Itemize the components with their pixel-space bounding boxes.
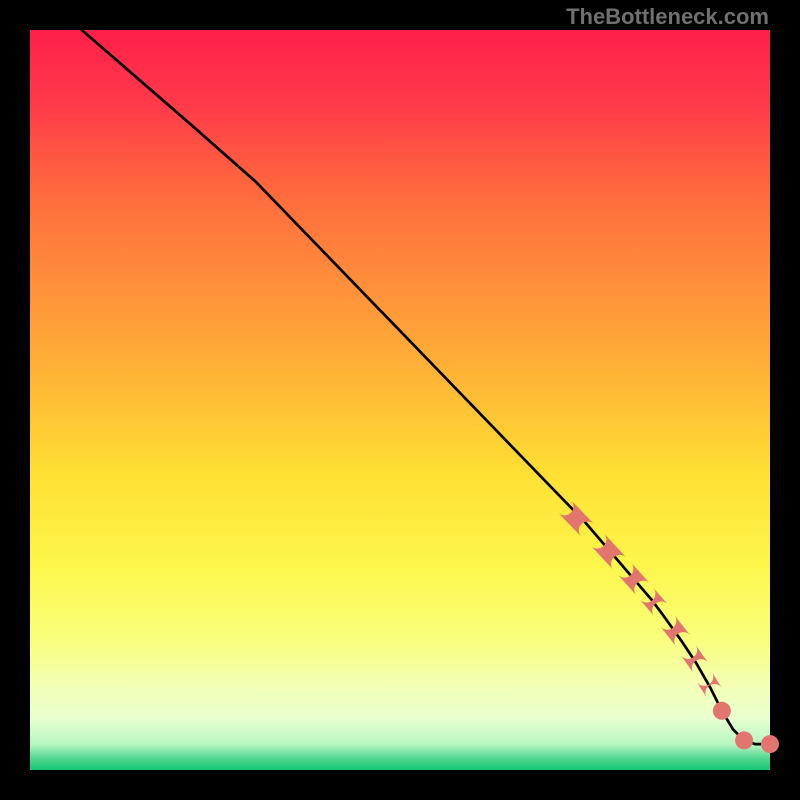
data-marker [761,735,779,753]
data-marker [660,615,690,647]
data-marker [681,645,708,674]
data-marker [713,702,731,720]
markers-layer [30,30,770,770]
chart-stage: TheBottleneck.com [0,0,800,800]
data-marker [558,500,594,536]
data-marker [591,533,627,570]
data-marker [697,672,722,697]
data-marker [735,731,753,749]
plot-area [30,30,770,770]
data-marker [640,588,668,617]
data-marker [618,563,650,596]
watermark-text: TheBottleneck.com [566,4,769,30]
